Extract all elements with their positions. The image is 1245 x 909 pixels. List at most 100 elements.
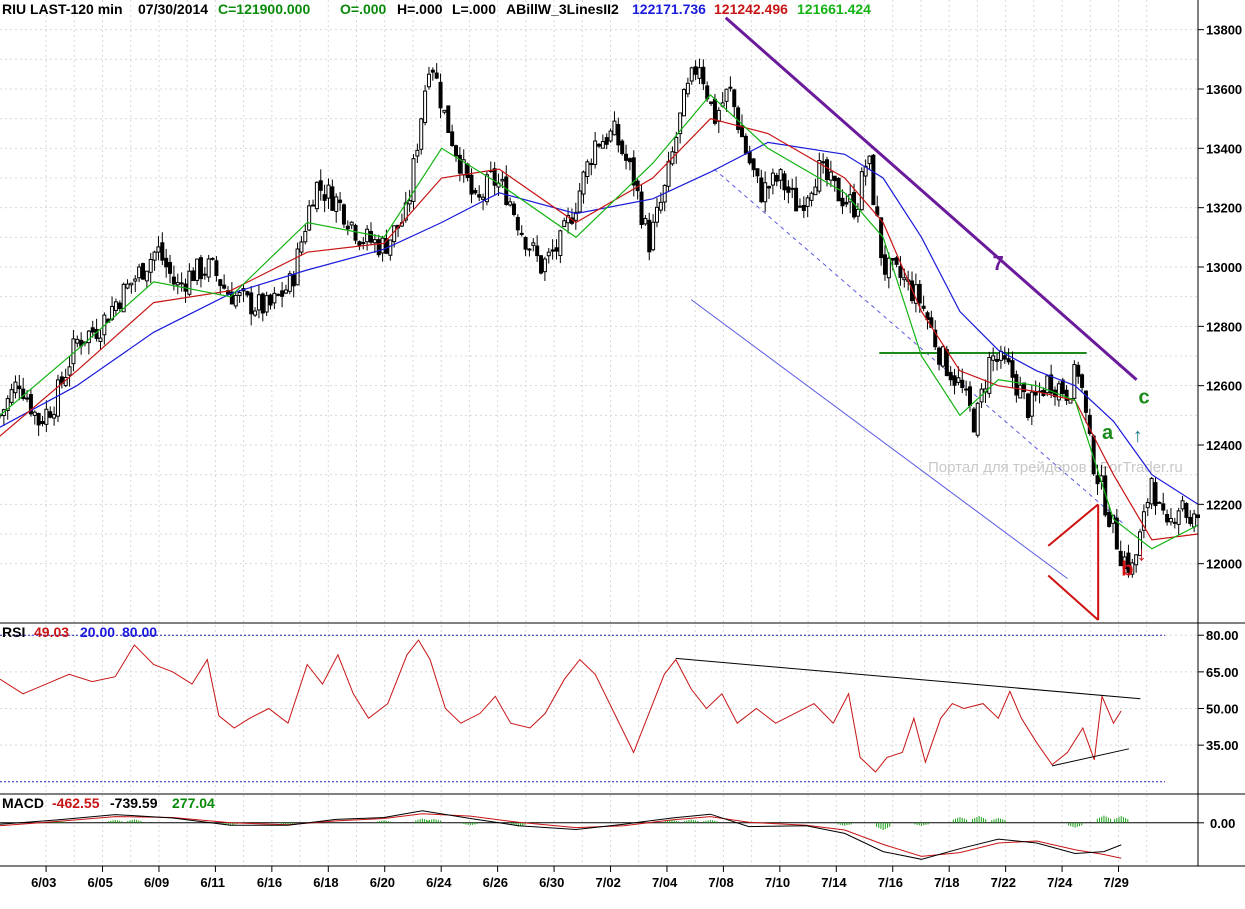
candle-body bbox=[654, 206, 659, 223]
candle-body bbox=[341, 204, 346, 225]
candle-body bbox=[689, 67, 694, 82]
x-tick-label: 7/04 bbox=[652, 875, 678, 890]
candle-body bbox=[353, 224, 358, 241]
candle-body bbox=[797, 205, 802, 208]
candle-body bbox=[75, 338, 80, 344]
candle-body bbox=[1184, 503, 1189, 518]
candle-body bbox=[585, 161, 590, 178]
rsi-y-tick-label: 80.00 bbox=[1206, 628, 1239, 643]
candle-body bbox=[1141, 511, 1146, 531]
candle-body bbox=[732, 89, 737, 108]
candle-body bbox=[384, 238, 389, 254]
moving-average-line bbox=[0, 118, 1199, 541]
candle-body bbox=[214, 260, 219, 276]
y-tick-label: 12000 bbox=[1206, 557, 1242, 572]
rsi-value: 49.03 bbox=[34, 624, 69, 640]
candle-body bbox=[1118, 550, 1123, 567]
candle-body bbox=[940, 346, 945, 367]
candle-body bbox=[786, 186, 791, 193]
candle-body bbox=[535, 245, 540, 257]
candle-body bbox=[349, 221, 354, 226]
candle-body bbox=[882, 254, 887, 275]
candle-body bbox=[1172, 521, 1177, 524]
candle-body bbox=[960, 379, 965, 389]
candle-body bbox=[28, 394, 33, 415]
candle-body bbox=[17, 385, 22, 390]
header-bar: RIU LAST-120 min 07/30/2014 C=121900.000… bbox=[2, 1, 871, 17]
candle-body bbox=[156, 246, 161, 253]
x-tick-label: 7/02 bbox=[596, 875, 621, 890]
x-tick-label: 7/16 bbox=[878, 875, 903, 890]
candle-body bbox=[523, 236, 528, 250]
candle-body bbox=[32, 411, 37, 416]
candle-body bbox=[148, 258, 153, 273]
candle-body bbox=[809, 192, 814, 201]
candle-body bbox=[338, 199, 343, 204]
candle-body bbox=[202, 273, 207, 276]
candle-body bbox=[1083, 390, 1088, 413]
candle-body bbox=[307, 205, 312, 231]
candle-body bbox=[481, 196, 486, 200]
candle-body bbox=[52, 414, 57, 419]
candle-body bbox=[504, 176, 509, 205]
candle-body bbox=[1076, 364, 1081, 377]
candle-body bbox=[291, 274, 296, 287]
x-tick-label: 7/08 bbox=[708, 875, 733, 890]
candle-body bbox=[600, 141, 605, 149]
candle-body bbox=[40, 421, 45, 424]
candle-body bbox=[1029, 391, 1034, 417]
candle-body bbox=[697, 67, 702, 79]
candle-body bbox=[249, 292, 254, 315]
candle-body bbox=[805, 197, 810, 207]
candle-body bbox=[314, 181, 319, 210]
symbol-title: RIU LAST-120 min bbox=[2, 1, 123, 17]
blue-line-readout: 122171.736 bbox=[632, 1, 706, 17]
x-tick-label: 7/14 bbox=[821, 875, 847, 890]
candle-body bbox=[1025, 393, 1030, 418]
candle-body bbox=[724, 88, 729, 102]
candle-body bbox=[573, 211, 578, 221]
candle-body bbox=[457, 154, 462, 174]
wave-label: c bbox=[1138, 386, 1149, 408]
candle-body bbox=[620, 140, 625, 155]
candle-body bbox=[253, 310, 258, 316]
rsi-trendline bbox=[1051, 748, 1129, 767]
rsi-title: RSI bbox=[2, 624, 25, 640]
candle-body bbox=[612, 120, 617, 136]
candle-body bbox=[484, 174, 489, 203]
x-tick-label: 6/09 bbox=[144, 875, 169, 890]
candle-body bbox=[117, 302, 122, 310]
candle-body bbox=[365, 228, 370, 243]
candle-body bbox=[1134, 554, 1139, 566]
candle-body bbox=[948, 371, 953, 381]
moving-average-line bbox=[0, 94, 1199, 550]
candle-body bbox=[13, 381, 18, 394]
candle-body bbox=[1176, 510, 1181, 525]
candle-body bbox=[531, 242, 536, 246]
candle-body bbox=[473, 190, 478, 194]
rsi-y-tick-label: 50.00 bbox=[1206, 702, 1239, 717]
candle-body bbox=[643, 218, 648, 225]
candle-body bbox=[376, 239, 381, 256]
candle-body bbox=[368, 231, 373, 243]
candle-body bbox=[825, 159, 830, 180]
y-tick-label: 13200 bbox=[1206, 201, 1242, 216]
candle-body bbox=[1130, 562, 1135, 575]
candle-body bbox=[879, 217, 884, 259]
candle-body bbox=[345, 225, 350, 230]
candle-body bbox=[71, 338, 76, 365]
candle-body bbox=[1060, 379, 1065, 395]
rsi-y-tick-label: 65.00 bbox=[1206, 665, 1239, 680]
candle-body bbox=[817, 160, 822, 192]
candle-body bbox=[952, 375, 957, 386]
candle-body bbox=[739, 125, 744, 138]
x-tick-label: 7/22 bbox=[991, 875, 1016, 890]
candle-body bbox=[511, 203, 516, 215]
rsi-low-level: 20.00 bbox=[80, 624, 115, 640]
candle-body bbox=[859, 171, 864, 211]
candle-body bbox=[137, 266, 142, 279]
candle-body bbox=[1149, 477, 1154, 505]
candle-body bbox=[1010, 360, 1015, 378]
y-tick-label: 12200 bbox=[1206, 497, 1242, 512]
candle-body bbox=[492, 168, 497, 186]
